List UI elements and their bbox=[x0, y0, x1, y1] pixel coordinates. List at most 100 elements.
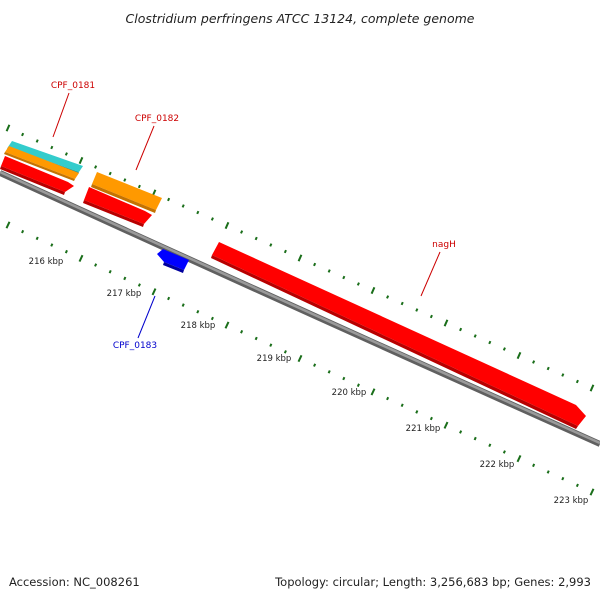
minor-tick bbox=[35, 139, 39, 143]
gene-callouts bbox=[52, 92, 441, 339]
minor-tick bbox=[546, 470, 550, 474]
major-tick bbox=[224, 221, 230, 230]
minor-tick bbox=[196, 309, 200, 314]
major-tick bbox=[224, 321, 230, 329]
tick-label-217: 217 kbp bbox=[107, 289, 142, 299]
minor-tick bbox=[313, 363, 317, 367]
minor-tick bbox=[254, 336, 258, 341]
minor-tick bbox=[240, 330, 244, 334]
minor-tick bbox=[35, 236, 39, 241]
minor-tick bbox=[167, 296, 171, 301]
minor-tick bbox=[429, 314, 433, 319]
minor-tick bbox=[269, 343, 273, 347]
major-tick bbox=[443, 319, 449, 327]
minor-tick bbox=[108, 171, 112, 176]
minor-tick bbox=[240, 230, 244, 234]
feature-orange-0181[interactable] bbox=[4, 146, 79, 181]
minor-tick bbox=[473, 334, 477, 338]
minor-tick bbox=[473, 436, 477, 441]
minor-tick bbox=[50, 145, 54, 150]
minor-tick bbox=[283, 350, 287, 354]
minor-tick bbox=[386, 295, 390, 299]
gene-arrow-0181[interactable] bbox=[0, 156, 74, 195]
gene-arrow-naghh[interactable] bbox=[211, 242, 586, 429]
minor-tick bbox=[415, 410, 419, 414]
minor-tick bbox=[488, 443, 492, 448]
minor-tick bbox=[575, 379, 579, 384]
minor-tick bbox=[356, 383, 360, 387]
major-tick bbox=[443, 421, 449, 429]
minor-tick bbox=[254, 236, 258, 241]
gene-arrow-0183[interactable] bbox=[157, 249, 189, 273]
minor-tick bbox=[283, 249, 287, 254]
minor-tick bbox=[181, 204, 185, 208]
major-tick bbox=[516, 351, 522, 360]
major-tick bbox=[5, 124, 11, 132]
tick-label-223: 223 kbp bbox=[554, 496, 589, 506]
minor-tick bbox=[532, 360, 536, 364]
minor-tick bbox=[575, 483, 579, 488]
genome-backbone bbox=[0, 170, 600, 447]
accession-text: Accession: NC_008261 bbox=[9, 575, 140, 589]
tick-label-220: 220 kbp bbox=[332, 388, 367, 398]
genome-summary-text: Topology: circular; Length: 3,256,683 bp… bbox=[274, 575, 591, 589]
minor-tick bbox=[415, 308, 419, 312]
gene-label-cpf-0181: CPF_0181 bbox=[51, 81, 95, 91]
minor-tick bbox=[532, 463, 536, 468]
minor-tick bbox=[94, 165, 98, 169]
minor-tick bbox=[386, 396, 390, 401]
minor-tick bbox=[561, 373, 565, 377]
major-tick bbox=[78, 156, 84, 165]
gene-label-nagh: nagH bbox=[432, 240, 456, 250]
minor-tick bbox=[342, 275, 346, 280]
major-tick bbox=[297, 354, 303, 363]
major-tick bbox=[151, 288, 157, 296]
minor-tick bbox=[400, 403, 404, 408]
tick-label-216: 216 kbp bbox=[29, 257, 64, 267]
minor-tick bbox=[502, 450, 506, 454]
major-tick bbox=[78, 254, 84, 263]
minor-tick bbox=[488, 340, 492, 345]
gene-label-cpf-0182: CPF_0182 bbox=[135, 114, 179, 124]
minor-tick bbox=[64, 249, 68, 254]
minor-tick bbox=[108, 269, 112, 274]
minor-tick bbox=[502, 347, 506, 351]
minor-tick bbox=[459, 327, 463, 332]
minor-tick bbox=[50, 243, 54, 247]
tick-label-222: 222 kbp bbox=[480, 460, 515, 470]
major-tick bbox=[5, 221, 11, 229]
minor-tick bbox=[21, 132, 25, 137]
gene-arrow-0182[interactable] bbox=[83, 187, 152, 227]
gene-label-cpf-0183: CPF_0183 bbox=[113, 341, 157, 351]
minor-tick bbox=[356, 282, 360, 286]
minor-tick bbox=[137, 283, 141, 287]
tick-label-218: 218 kbp bbox=[181, 321, 216, 331]
minor-tick bbox=[123, 276, 127, 281]
minor-tick bbox=[400, 301, 404, 306]
minor-tick bbox=[64, 152, 68, 156]
minor-tick bbox=[459, 430, 463, 434]
outer-tick-ring bbox=[5, 124, 595, 392]
tick-label-219: 219 kbp bbox=[257, 354, 292, 364]
minor-tick bbox=[313, 262, 317, 267]
major-tick bbox=[516, 454, 522, 463]
tick-label-221: 221 kbp bbox=[406, 424, 441, 434]
minor-tick bbox=[94, 263, 98, 267]
feature-orange-0182[interactable] bbox=[91, 172, 162, 213]
minor-tick bbox=[210, 217, 214, 221]
major-tick bbox=[297, 254, 303, 262]
minor-tick bbox=[123, 178, 127, 182]
major-tick bbox=[370, 388, 376, 396]
minor-tick bbox=[137, 184, 141, 189]
minor-tick bbox=[327, 269, 331, 273]
minor-tick bbox=[546, 366, 550, 371]
minor-tick bbox=[196, 210, 200, 215]
minor-tick bbox=[210, 316, 214, 321]
minor-tick bbox=[327, 370, 331, 374]
major-tick bbox=[370, 286, 376, 295]
major-tick bbox=[589, 384, 595, 392]
map-title: Clostridium perfringens ATCC 13124, comp… bbox=[126, 11, 475, 26]
inner-tick-ring bbox=[5, 221, 595, 496]
minor-tick bbox=[269, 243, 273, 247]
